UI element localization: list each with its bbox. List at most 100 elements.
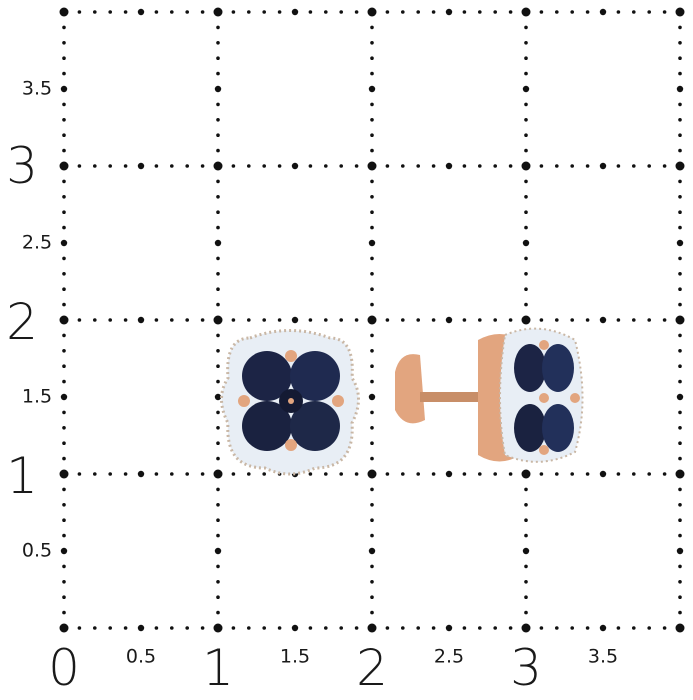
grid-dot	[662, 626, 667, 630]
grid-dot	[62, 580, 66, 584]
grid-dot	[324, 626, 328, 630]
grid-dot	[632, 10, 636, 14]
grid-dot	[478, 10, 482, 14]
grid-dot	[216, 256, 220, 261]
grid-dot	[339, 10, 344, 14]
grid-dot	[262, 10, 267, 14]
grid-dot	[231, 472, 236, 476]
grid-dot	[185, 472, 189, 476]
grid-dot	[678, 25, 682, 30]
grid-dot	[62, 456, 66, 461]
grid-dot	[354, 10, 359, 14]
x-label-1.5: 1.5	[279, 645, 311, 668]
grid-dot	[585, 626, 590, 630]
grid-dot	[59, 469, 69, 479]
grid-dot	[291, 162, 299, 170]
grid-dot	[370, 426, 374, 430]
grid-dot	[277, 164, 282, 168]
grid-dot	[524, 56, 528, 60]
grid-dot	[599, 624, 607, 632]
grid-dot	[77, 472, 82, 476]
grid-dot	[431, 626, 436, 630]
grid-dot	[678, 302, 682, 307]
grid-dot	[662, 10, 667, 14]
grid-dot	[277, 318, 282, 322]
grid-dot	[216, 580, 220, 584]
grid-dot	[62, 179, 66, 184]
grid-dot	[216, 518, 220, 522]
grid-dot	[93, 164, 97, 168]
grid-dot	[108, 626, 112, 630]
grid-dot	[647, 164, 651, 168]
grid-dot	[570, 318, 574, 322]
grid-dot	[370, 410, 374, 415]
grid-dot	[616, 164, 621, 168]
grid-dot	[291, 316, 299, 324]
grid-dot	[291, 8, 299, 16]
grid-dot	[354, 318, 359, 322]
x-label-3: 3	[510, 639, 542, 697]
grid-dot	[368, 85, 376, 93]
grid-dot	[632, 164, 636, 168]
grid-dot	[524, 148, 528, 153]
grid-dot	[676, 393, 684, 401]
grid-dot	[324, 318, 328, 322]
grid-dot	[62, 225, 66, 230]
grid-dot	[675, 7, 685, 17]
grid-dot	[216, 610, 220, 615]
grid-dot	[616, 472, 621, 476]
grid-dot	[370, 302, 374, 307]
grid-dot	[385, 164, 390, 168]
y-label-3: 3	[6, 137, 38, 195]
grid-dot	[62, 148, 66, 153]
grid-dot	[59, 315, 69, 325]
grid-dot	[370, 102, 374, 107]
grid-dot	[137, 162, 145, 170]
grid-dot	[522, 239, 530, 247]
grid-dot	[676, 239, 684, 247]
grid-dot	[585, 164, 590, 168]
grid-dot	[154, 10, 159, 14]
grid-dot	[521, 7, 531, 17]
grid-dot	[678, 580, 682, 584]
grid-dot	[524, 256, 528, 261]
grid-dot	[416, 318, 421, 322]
grid-dot	[370, 210, 374, 214]
grid-dot	[185, 10, 189, 14]
grid-dot	[539, 318, 544, 322]
grid-dot	[185, 626, 189, 630]
grid-dot	[678, 564, 682, 569]
grid-dot	[370, 195, 374, 199]
grid-dot	[524, 195, 528, 199]
grid-dot	[445, 316, 453, 324]
grid-dot	[62, 41, 66, 45]
grid-dot	[277, 626, 282, 630]
y-label-3.5: 3.5	[21, 77, 53, 100]
grid-dot	[62, 518, 66, 522]
grid-dot	[401, 318, 405, 322]
grid-dot	[216, 272, 220, 276]
grid-dot	[231, 10, 236, 14]
grid-dot	[431, 318, 436, 322]
grid-dot	[62, 25, 66, 30]
grid-dot	[678, 102, 682, 107]
grid-dot	[555, 318, 559, 322]
grid-dot	[262, 472, 267, 476]
grid-dot	[247, 164, 251, 168]
grid-dot	[522, 85, 530, 93]
grid-dot	[522, 547, 530, 555]
y-label-2: 2	[6, 293, 38, 351]
grid-dot	[555, 10, 559, 14]
grid-dot	[262, 318, 267, 322]
grid-dot	[401, 472, 405, 476]
grid-dot	[678, 426, 682, 430]
grid-dot	[647, 472, 651, 476]
grid-dot	[123, 164, 128, 168]
grid-dot	[200, 318, 205, 322]
grid-dot	[493, 164, 498, 168]
y-label-1.5: 1.5	[21, 385, 53, 408]
grid-dot	[214, 393, 222, 401]
grid-dot	[367, 315, 377, 325]
